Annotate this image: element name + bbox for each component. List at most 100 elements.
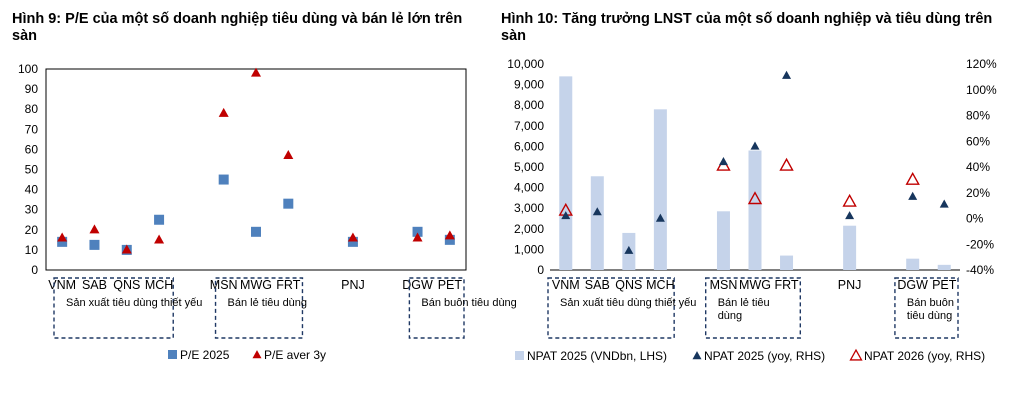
chart1-point-pe2025: [89, 239, 100, 250]
chart1-group-label: Bán buôn tiêu dùng: [421, 297, 516, 309]
chart1-y-tick-label: 70: [25, 122, 39, 136]
chart2-y-right-tick-label: -20%: [966, 237, 994, 251]
chart1-x-tick-label: VNM: [48, 278, 76, 292]
chart2-point-npat2025-yoy: [845, 211, 855, 220]
chart2-y-right-tick-label: 100%: [966, 83, 997, 97]
chart2-group-label: tiêu dùng: [907, 310, 952, 322]
chart1-point-pe-aver3y: [154, 234, 165, 244]
chart1-x-tick-label: QNS: [113, 278, 140, 292]
chart2-point-npat2025-yoy: [908, 191, 918, 200]
chart1-group-label: Bán lẻ tiêu dùng: [228, 297, 308, 309]
chart2-point-npat2025-yoy: [624, 245, 634, 254]
chart2-y-left-tick-label: 9,000: [514, 78, 544, 92]
chart1-x-tick-label: MCH: [145, 278, 173, 292]
chart1-point-pe-aver3y: [347, 232, 358, 242]
chart1-y-tick-label: 0: [31, 263, 38, 277]
chart2-bar-npat2025: [590, 176, 604, 270]
chart2-x-tick-label: MWG: [739, 278, 771, 292]
chart2-x-tick-label: VNM: [552, 278, 580, 292]
chart2-title: Hình 10: Tăng trưởng LNST của một số doa…: [501, 11, 993, 44]
chart2-y-left-tick-label: 2,000: [514, 222, 544, 236]
chart1-y-tick-label: 80: [25, 102, 39, 116]
chart2-point-npat2025-yoy: [592, 207, 602, 216]
chart1-y-tick-label: 100: [18, 62, 38, 76]
chart2-bar-npat2025: [843, 225, 857, 270]
chart2-point-npat2026-yoy: [779, 157, 794, 171]
chart2-y-left-tick-label: 0: [537, 263, 544, 277]
chart2-y-left-tick-label: 3,000: [514, 201, 544, 215]
chart1-legend-marker-pe-aver3y: [252, 350, 262, 359]
chart2-group-label: dùng: [718, 310, 742, 322]
chart2-legend-marker-npat2025-yoy: [692, 351, 702, 360]
chart2-x-tick-label: FRT: [774, 278, 798, 292]
chart2-bar-npat2025: [716, 211, 730, 270]
chart2-y-left-tick-label: 6,000: [514, 139, 544, 153]
chart1-point-pe-aver3y: [121, 244, 132, 254]
chart2-legend-label-npat2026-yoy: NPAT 2026 (yoy, RHS): [864, 349, 985, 363]
chart2-y-right-tick-label: 120%: [966, 57, 997, 71]
chart2-bar-npat2025: [937, 264, 951, 270]
chart2-y-right-tick-label: 20%: [966, 186, 990, 200]
chart1-point-pe2025: [218, 174, 229, 185]
chart1-point-pe2025: [412, 226, 423, 237]
chart1-point-pe2025: [347, 236, 358, 247]
chart2-point-npat2025-yoy: [655, 213, 665, 222]
chart1-point-pe2025: [251, 226, 261, 237]
chart2-x-tick-label: DGW: [897, 278, 928, 292]
chart1-point-pe-aver3y: [251, 67, 261, 77]
chart1-group-box: [53, 277, 174, 339]
chart1-point-pe-aver3y: [412, 232, 423, 242]
chart2-point-npat2026-yoy: [747, 191, 763, 205]
chart2-legend-label-npat2025: NPAT 2025 (VNDbn, LHS): [527, 349, 667, 363]
chart2-y-right-tick-label: -40%: [966, 263, 994, 277]
chart1-point-pe2025: [154, 214, 165, 225]
chart1-y-tick-label: 50: [25, 163, 39, 177]
chart1-group-label: Sản xuất tiêu dùng thiết yếu: [66, 297, 202, 309]
chart1-x-tick-label: SAB: [82, 278, 107, 292]
chart2-y-left-tick-label: 10,000: [507, 57, 544, 71]
chart1-legend-label-pe2025: P/E 2025: [180, 348, 230, 362]
chart2-legend-marker-npat2026-yoy: [849, 348, 863, 361]
chart2-point-npat2026-yoy: [842, 193, 857, 207]
chart2-y-right-tick-label: 40%: [966, 160, 990, 174]
chart1-point-pe2025: [283, 198, 294, 209]
chart1-point-pe-aver3y: [89, 224, 100, 234]
chart2-group-label: Sản xuất tiêu dùng thiết yếu: [560, 297, 696, 309]
chart1-point-pe-aver3y: [57, 232, 68, 242]
chart1-y-tick-label: 10: [25, 243, 39, 257]
chart1-point-pe-aver3y: [218, 107, 229, 117]
chart2-y-left-tick-label: 5,000: [514, 160, 544, 174]
chart1-x-tick-label: PNJ: [341, 278, 365, 292]
chart2-x-tick-label: QNS: [615, 278, 642, 292]
chart2-bar-npat2025: [653, 109, 667, 270]
chart2-y-left-tick-label: 7,000: [514, 119, 544, 133]
chart1-x-tick-label: PET: [438, 278, 463, 292]
chart1-x-tick-label: FRT: [276, 278, 300, 292]
chart2-legend-label-npat2025-yoy: NPAT 2025 (yoy, RHS): [704, 349, 825, 363]
chart1-legend-label-pe-aver3y: P/E aver 3y: [264, 348, 326, 362]
chart2-bar-npat2025: [748, 150, 762, 270]
chart2-group-box: [894, 277, 959, 339]
chart1-point-pe-aver3y: [283, 150, 294, 160]
chart1-legend-marker-pe2025: [168, 350, 177, 359]
chart2-group-label: Bán buôn: [907, 297, 954, 309]
chart2-y-left-tick-label: 4,000: [514, 181, 544, 195]
chart2-x-tick-label: PET: [932, 278, 957, 292]
chart1-point-pe-aver3y: [444, 230, 455, 240]
chart1-group-box: [408, 277, 465, 339]
chart2-y-right-tick-label: 0%: [966, 212, 984, 226]
chart2-bar-npat2025: [780, 255, 794, 270]
chart2-group-label: Bán lẻ tiêu: [718, 297, 770, 309]
chart1-x-tick-label: MSN: [210, 278, 238, 292]
chart2-legend-marker-npat2025: [515, 351, 524, 360]
chart2-point-npat2025-yoy: [782, 70, 792, 79]
chart2-bar-npat2025: [906, 258, 920, 270]
chart1-x-tick-label: MWG: [240, 278, 272, 292]
chart1-plot-frame: [45, 68, 467, 271]
chart2-point-npat2025-yoy: [939, 199, 949, 208]
chart2-group-box: [547, 277, 675, 339]
chart1-x-tick-label: DGW: [402, 278, 433, 292]
chart2-y-right-tick-label: 60%: [966, 134, 990, 148]
chart1-y-tick-label: 40: [25, 183, 39, 197]
